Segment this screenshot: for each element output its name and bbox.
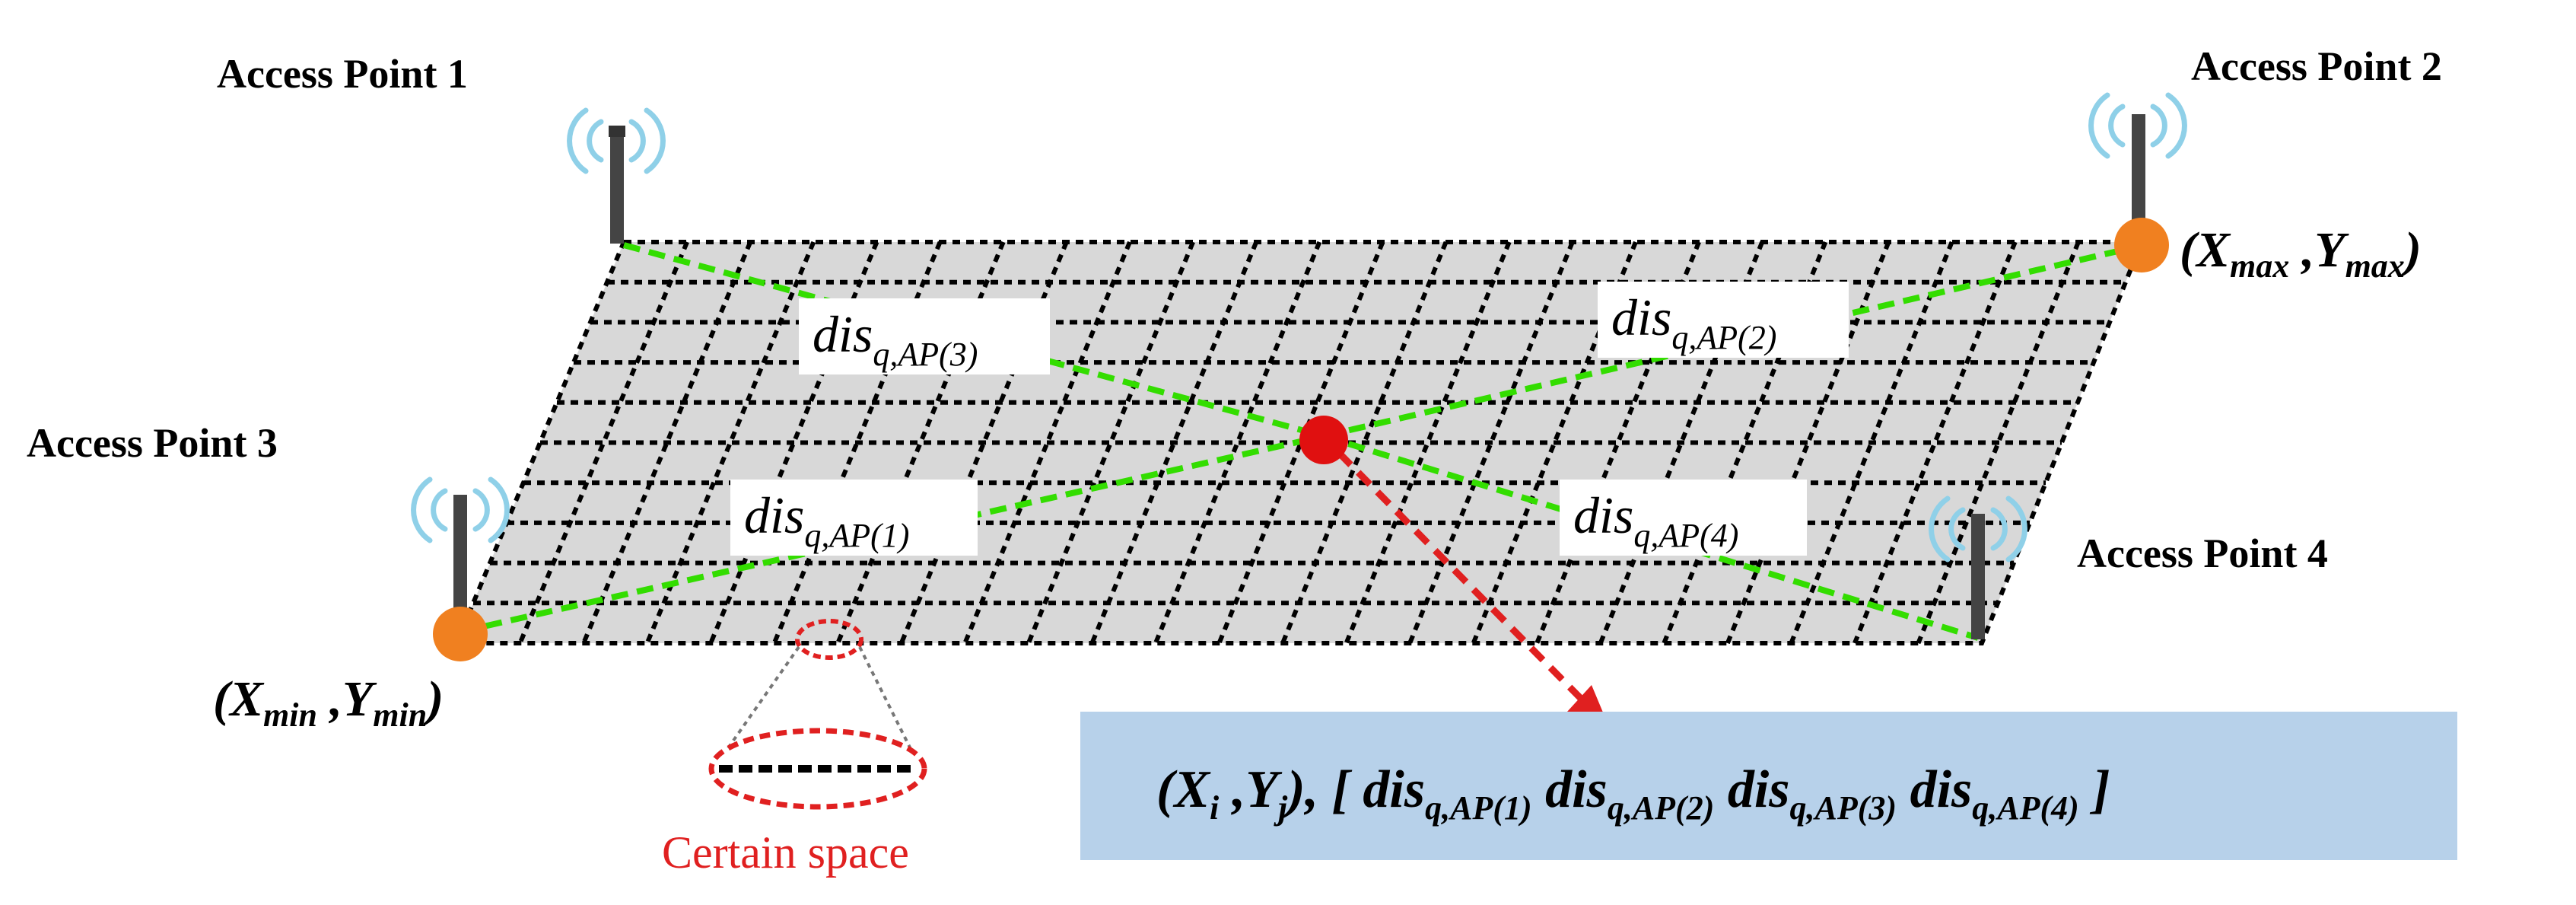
distance-label-ap4: disq,AP(4) bbox=[1560, 480, 1807, 556]
target-point bbox=[1299, 416, 1348, 464]
grid-col-line bbox=[1026, 241, 1195, 645]
wifi-icon bbox=[567, 107, 666, 174]
fingerprint-formula-box: (Xi ,Yj), [ disq,AP(1) disq,AP(2) disq,A… bbox=[1080, 712, 2457, 860]
grid-col-line bbox=[1344, 241, 1512, 645]
grid-col-line bbox=[1789, 241, 1954, 645]
grid-col-line bbox=[1407, 241, 1575, 645]
certain-space-callout: Certain space bbox=[662, 619, 927, 878]
coord-min-label: (Xmin ,Ymin) bbox=[213, 671, 444, 734]
distance-label-ap1: disq,AP(1) bbox=[730, 480, 978, 556]
grid-col-line bbox=[1153, 241, 1322, 645]
ap4-label: Access Point 4 bbox=[2077, 531, 2328, 576]
antenna-ap2 bbox=[2088, 92, 2187, 236]
grid-col-line bbox=[1089, 241, 1259, 645]
ap1-label: Access Point 1 bbox=[217, 51, 468, 97]
grid-col-line bbox=[1216, 241, 1385, 645]
ap2-label: Access Point 2 bbox=[2191, 43, 2442, 89]
certain-space-caption: Certain space bbox=[662, 827, 909, 878]
svg-text:disq,AP(1): disq,AP(1) bbox=[744, 486, 909, 554]
grid-col-line bbox=[581, 241, 753, 645]
corner-point-min bbox=[433, 607, 488, 661]
wifi-icon bbox=[411, 476, 510, 543]
distance-label-ap3: disq,AP(3) bbox=[799, 298, 1050, 374]
grid-col-line bbox=[1852, 241, 2018, 645]
grid-col-line bbox=[644, 241, 816, 645]
distance-label-ap2: disq,AP(2) bbox=[1598, 282, 1849, 358]
svg-text:disq,AP(4): disq,AP(4) bbox=[1573, 486, 1738, 554]
grid-col-line bbox=[1280, 241, 1449, 645]
antenna-ap1 bbox=[567, 107, 666, 244]
svg-text:disq,AP(3): disq,AP(3) bbox=[813, 305, 978, 373]
wifi-icon bbox=[2088, 92, 2187, 159]
antenna-ap4 bbox=[1929, 496, 2027, 639]
svg-text:disq,AP(2): disq,AP(2) bbox=[1611, 288, 1776, 356]
target-arrow bbox=[1336, 450, 1597, 715]
corner-point-max bbox=[2114, 218, 2169, 272]
grid-col-line bbox=[1916, 241, 2081, 645]
coord-max-label: (Xmax ,Ymax) bbox=[2180, 222, 2422, 285]
wifi-icon bbox=[1929, 496, 2027, 562]
grid-col-line bbox=[517, 241, 689, 645]
grid-col-line bbox=[962, 241, 1132, 645]
ap3-label: Access Point 3 bbox=[27, 420, 278, 466]
antenna-ap3 bbox=[411, 476, 510, 628]
